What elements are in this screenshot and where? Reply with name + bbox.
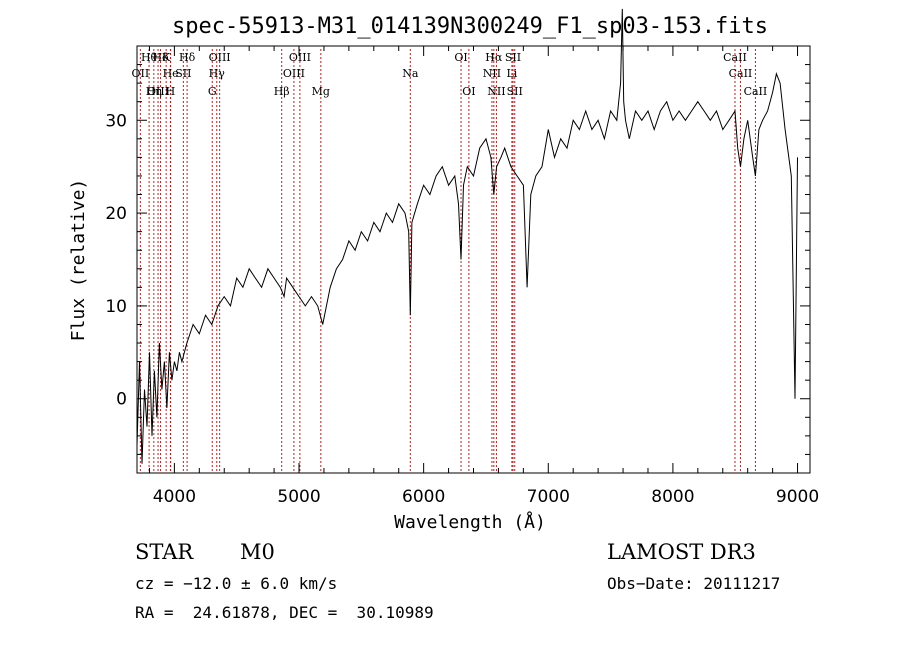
line-label-19: OI: [462, 85, 475, 98]
line-label-23: SII: [505, 51, 521, 64]
line-label-8: H: [166, 85, 176, 98]
line-label-9: Hδ: [179, 51, 196, 64]
line-label-25: SII: [507, 85, 523, 98]
x-axis-label: Wavelength (Å): [394, 511, 546, 533]
line-label-3: Hδ: [152, 51, 169, 64]
line-label-16: Mg: [312, 85, 330, 98]
line-label-7: SII: [175, 67, 191, 80]
line-label-12: G: [208, 85, 217, 98]
line-label-24: Li: [506, 67, 517, 80]
x-axis-ticks: 4000 5000 6000 7000 8000 9000: [148, 46, 819, 507]
obs-date: Obs−Date: 20111217: [607, 574, 781, 593]
ra-dec: RA = 24.61878, DEC = 30.10989: [135, 603, 434, 622]
object-class: STAR: [135, 540, 194, 564]
line-label-17: Na: [402, 67, 419, 80]
line-label-22: NII: [487, 85, 505, 98]
line-label-10: OIII: [209, 51, 231, 64]
x-tick-label-4000: 4000: [153, 487, 196, 507]
survey-name: LAMOST DR3: [607, 540, 756, 564]
plot-frame: [136, 45, 811, 474]
y-tick-label-30: 30: [105, 111, 127, 131]
line-label-5: Hη: [146, 85, 162, 98]
object-subclass: M0: [240, 540, 275, 564]
line-label-4: He: [163, 67, 179, 80]
line-label-15: OIII: [283, 67, 305, 80]
line-label-1: OII: [132, 67, 150, 80]
line-label-20: Hα: [485, 51, 503, 64]
spectral-line-markers: [139, 49, 756, 473]
line-label-21: NII: [483, 67, 501, 80]
line-label-6: K: [162, 51, 171, 64]
line-label-11: Hγ: [209, 67, 226, 80]
y-tick-label-0: 0: [116, 390, 127, 410]
line-label-28: CaII: [744, 85, 768, 98]
x-tick-label-8000: 8000: [651, 487, 694, 507]
line-label-14: OIII: [289, 51, 311, 64]
x-tick-label-7000: 7000: [527, 487, 570, 507]
line-label-26: CaII: [723, 51, 747, 64]
x-tick-label-5000: 5000: [277, 487, 320, 507]
line-label-13: Hβ: [274, 85, 290, 98]
line-label-18: OI: [454, 51, 467, 64]
x-tick-label-6000: 6000: [402, 487, 445, 507]
line-label-0: Hθ: [141, 51, 158, 64]
y-tick-label-20: 20: [105, 204, 127, 224]
line-label-27: CaII: [729, 67, 753, 80]
redshift-text: cz = −12.0 ± 6.0 km/s: [135, 574, 338, 593]
spectrum-line: [136, 8, 798, 464]
y-axis-ticks: 0 10 20 30: [105, 64, 810, 455]
y-tick-label-10: 10: [105, 297, 127, 317]
y-axis-label: Flux (relative): [68, 179, 89, 342]
chart-title: spec-55913-M31_014139N300249_F1_sp03-153…: [172, 14, 768, 39]
x-tick-label-9000: 9000: [776, 487, 819, 507]
line-label-2: OIII: [147, 85, 169, 98]
